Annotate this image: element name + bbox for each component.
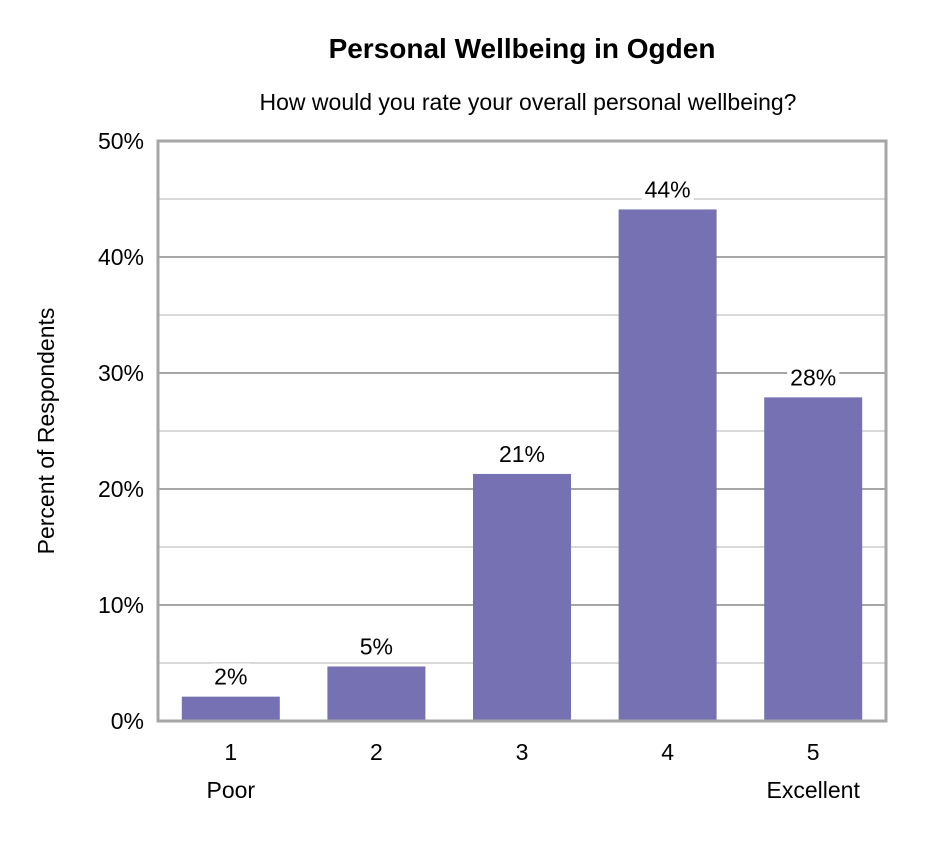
bar — [181, 696, 280, 721]
y-tick-label: 0% — [111, 708, 144, 734]
bar — [327, 666, 426, 721]
y-tick-label: 50% — [98, 128, 144, 154]
data-label-background — [356, 633, 397, 660]
data-label-background — [641, 176, 694, 203]
bar — [764, 397, 863, 721]
y-tick-label: 30% — [98, 360, 144, 386]
bar — [473, 473, 571, 721]
plot-border — [156, 139, 888, 723]
bar — [618, 209, 717, 721]
data-label-background — [787, 364, 840, 391]
y-tick-label: 20% — [98, 476, 144, 502]
y-tick-label: 10% — [98, 592, 144, 618]
y-axis-label: Percent of Respondents — [33, 308, 59, 555]
data-label: 5% — [360, 633, 393, 659]
data-label-background — [495, 440, 549, 467]
y-tick-label: 40% — [98, 244, 144, 270]
chart-title: Personal Wellbeing in Ogden — [329, 33, 716, 64]
data-label-background — [211, 663, 251, 690]
x-tick-sublabel: Poor — [207, 777, 256, 803]
data-label: 21% — [499, 441, 545, 467]
x-tick-sublabel: Excellent — [767, 777, 861, 803]
chart-subtitle: How would you rate your overall personal… — [260, 89, 797, 115]
x-tick-label: 1 — [224, 739, 237, 765]
x-tick-label: 5 — [807, 739, 820, 765]
x-tick-label: 2 — [370, 739, 383, 765]
data-label: 28% — [790, 364, 836, 390]
x-tick-label: 4 — [661, 739, 674, 765]
data-label: 2% — [214, 664, 247, 690]
x-tick-label: 3 — [516, 739, 529, 765]
data-label: 44% — [645, 176, 691, 202]
